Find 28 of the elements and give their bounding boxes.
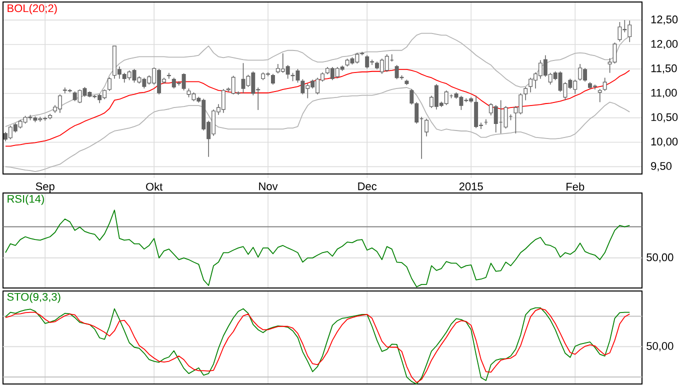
candlestick xyxy=(598,88,602,103)
candlestick xyxy=(270,73,275,86)
x-tick-label: Feb xyxy=(566,182,584,191)
series-label: STO(9,3,3) xyxy=(7,292,60,303)
y-tick-label: 12,50 xyxy=(651,16,678,25)
y-tick-label: 12,00 xyxy=(651,40,678,50)
candlestick xyxy=(524,86,528,101)
candlestick xyxy=(602,77,607,92)
x-tick-label: Okt xyxy=(146,182,163,191)
candlestick xyxy=(410,88,414,106)
text: 50,00 xyxy=(646,253,674,263)
text: BOL(20;2) xyxy=(8,4,57,14)
candlestick xyxy=(360,51,364,56)
x-tick-label: 2015 xyxy=(459,182,483,190)
x-tick-label: Nov xyxy=(259,182,278,190)
candlestick xyxy=(108,76,112,92)
candlestick xyxy=(424,118,429,137)
candlestick xyxy=(166,72,171,80)
text: RSI(14) xyxy=(8,194,44,205)
y-tick-label: 11,50 xyxy=(651,64,677,74)
x-tick-label: Sep xyxy=(36,182,54,193)
y-tick-label: 10,50 xyxy=(651,113,678,122)
x-tick-label: Dec xyxy=(358,182,377,190)
candlestick xyxy=(414,102,419,124)
y-tick-label: 10,00 xyxy=(651,138,678,147)
y-tick-label: 9,50 xyxy=(651,162,672,172)
y-tick-label: 11,00 xyxy=(651,88,677,98)
text: 50,00 xyxy=(646,342,674,352)
